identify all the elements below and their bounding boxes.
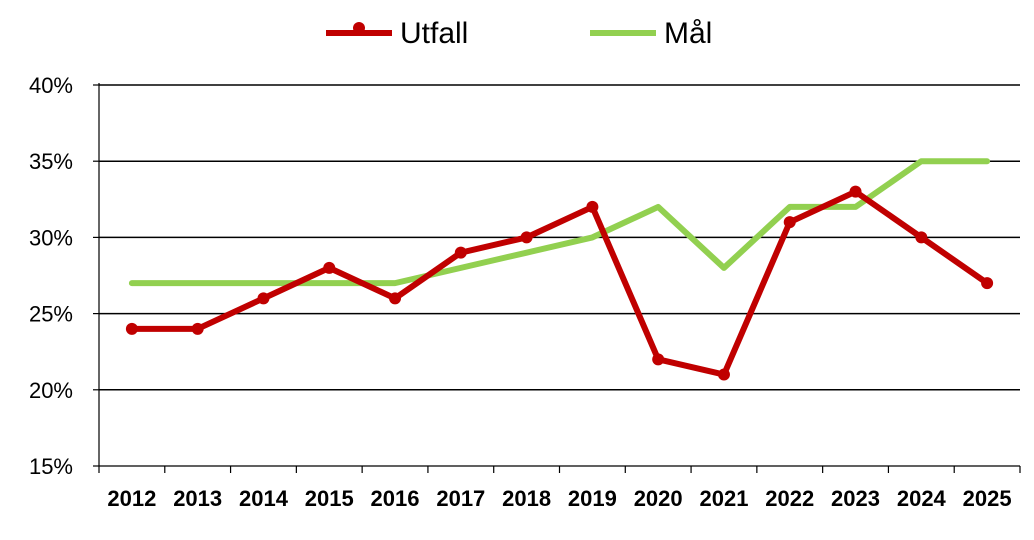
data-point-utfall [520, 231, 533, 244]
y-tick-label: 40% [29, 73, 73, 98]
data-point-utfall [849, 185, 862, 198]
axes [93, 83, 1021, 473]
x-tick-label: 2015 [305, 486, 354, 511]
legend-label-utfall: Utfall [400, 17, 468, 50]
y-tick-label: 25% [29, 302, 73, 327]
data-point-utfall [981, 277, 994, 290]
x-tick-label: 2022 [765, 486, 814, 511]
data-point-utfall [323, 261, 336, 274]
series-lines [125, 158, 994, 381]
x-tick-label: 2020 [634, 486, 683, 511]
legend-item-mal: Mål [590, 17, 712, 50]
x-tick-label: 2016 [371, 486, 420, 511]
data-point-utfall [652, 353, 665, 366]
y-tick-label: 35% [29, 149, 73, 174]
x-tick-label: 2013 [173, 486, 222, 511]
legend-marker-utfall [353, 22, 365, 34]
legend-item-utfall: Utfall [326, 17, 468, 50]
series-line-utfall [128, 188, 991, 378]
y-tick-label: 20% [29, 378, 73, 403]
y-tick-label: 30% [29, 225, 73, 250]
x-tick-labels: 2012 2013 2014 2015 2016 2017 2018 2019 2020 2021… [107, 486, 1011, 511]
data-point-utfall [257, 292, 270, 305]
x-tick-label: 2017 [436, 486, 485, 511]
legend-label-mal: Mål [664, 17, 712, 50]
x-tick-label: 2014 [239, 486, 289, 511]
data-point-utfall [191, 322, 204, 335]
data-point-utfall [586, 200, 599, 213]
x-tick-label: 2025 [963, 486, 1012, 511]
data-point-utfall [454, 246, 467, 259]
x-tick-label: 2018 [502, 486, 551, 511]
gridlines [99, 84, 1020, 391]
data-point-utfall [915, 231, 928, 244]
x-tick-label: 2012 [107, 486, 156, 511]
series-line-mal [128, 158, 991, 287]
y-tick-label: 15% [29, 454, 73, 479]
y-tick-labels: 15% 20% 25% 30% 35% 40% [29, 73, 73, 479]
x-tick-label: 2021 [699, 486, 748, 511]
data-point-utfall [389, 292, 402, 305]
data-point-utfall [125, 322, 138, 335]
x-tick-label: 2024 [897, 486, 947, 511]
data-point-utfall [783, 216, 796, 229]
x-tick-label: 2023 [831, 486, 880, 511]
legend: Utfall Mål [326, 17, 712, 50]
data-point-utfall [717, 368, 730, 381]
x-tick-label: 2019 [568, 486, 617, 511]
